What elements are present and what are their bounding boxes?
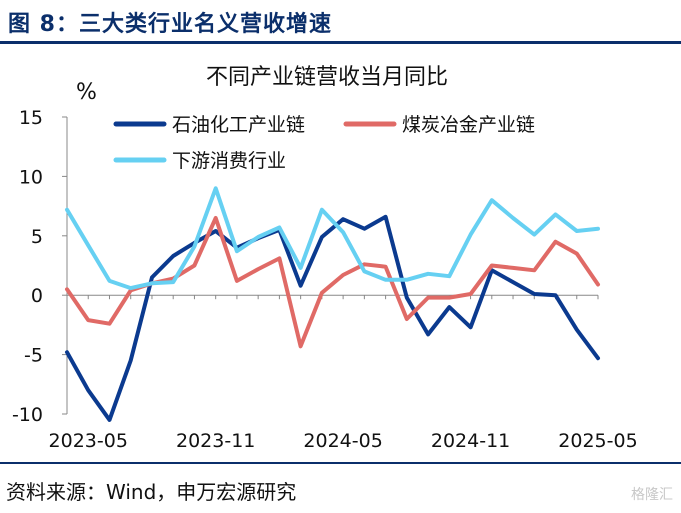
series-line-3: [65, 186, 600, 291]
figure-title: 图 8：三大类行业名义营收增速: [8, 12, 332, 37]
y-tick-label: 0: [31, 285, 43, 307]
series-line-1: [65, 214, 600, 422]
y-axis-unit: %: [76, 80, 97, 105]
y-tick-label: 5: [31, 226, 43, 248]
series-line-2: [65, 216, 600, 349]
x-tick-label: 2023-11: [176, 430, 255, 452]
chart-title: 不同产业链营收当月同比: [206, 65, 448, 90]
axes: 15 10 5 0 -5 -10 2023-05 2023-11 2024-05 2024-11 2…: [12, 107, 638, 452]
y-tick-label: 10: [19, 166, 43, 188]
source-note: 资料来源：Wind，申万宏源研究: [6, 480, 297, 504]
footer-rule: [0, 462, 681, 464]
y-tick-label: -5: [24, 345, 43, 367]
x-tick-label: 2025-05: [558, 430, 637, 452]
series-lines: [65, 186, 600, 422]
legend-label-3: 下游消费行业: [172, 150, 286, 172]
y-tick-label: -10: [12, 404, 43, 426]
legend-label-2: 煤炭冶金产业链: [402, 114, 535, 136]
x-tick-label: 2024-11: [431, 430, 510, 452]
y-tick-label: 15: [19, 107, 43, 129]
x-tick-label: 2024-05: [303, 430, 382, 452]
legend-label-1: 石油化工产业链: [172, 114, 305, 136]
x-tick-label: 2023-05: [49, 430, 128, 452]
title-rule: [0, 41, 681, 44]
watermark: 格隆汇: [631, 487, 673, 503]
